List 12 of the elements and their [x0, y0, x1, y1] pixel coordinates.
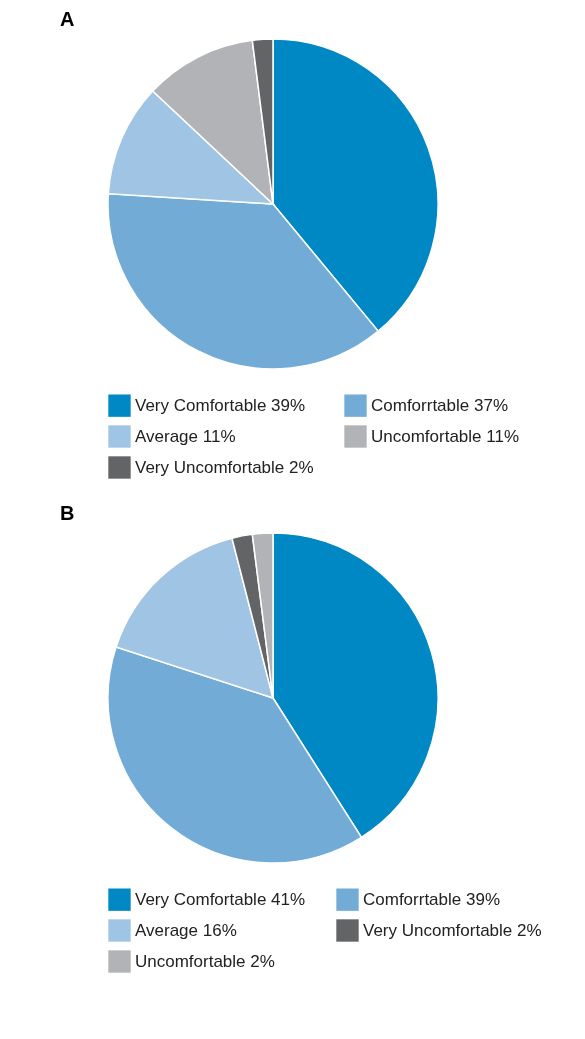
legend-label: Uncomfortable 2%: [135, 951, 275, 971]
legend-label: Very Comfortable 39%: [135, 395, 306, 415]
legend-label: Average 16%: [135, 920, 237, 940]
legend-label: Average 11%: [135, 426, 236, 446]
legend-label: Very Comfortable 41%: [135, 889, 306, 909]
legend-label: Very Uncomfortable 2%: [363, 920, 542, 940]
legend-label: Comforrtable 37%: [371, 395, 509, 415]
legend-label: Comforrtable 39%: [363, 889, 501, 909]
legend-label: Very Uncomfortable 2%: [135, 457, 314, 477]
chart-title: A: [60, 8, 75, 30]
legend-label: Uncomfortable 11%: [371, 426, 520, 446]
chart-title: B: [60, 502, 75, 524]
